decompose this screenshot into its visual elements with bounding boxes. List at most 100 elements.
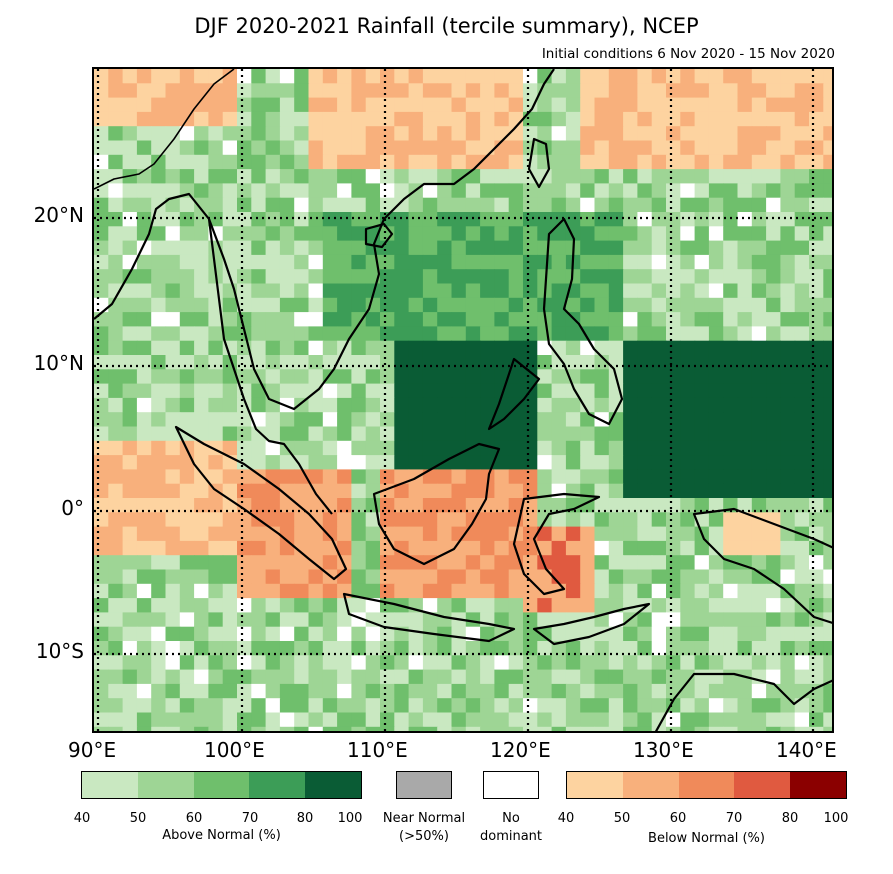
tercile-cell [623,326,638,342]
tercile-cell [194,712,209,728]
tercile-cell [279,641,295,656]
tercile-cell [523,483,538,499]
tercile-cell [351,526,367,542]
tercile-cell [494,569,510,585]
tercile-cell [508,612,524,628]
tercile-cell [437,340,453,356]
tercile-cell [680,197,696,213]
tercile-cell [823,626,832,642]
tercile-cell [437,326,453,342]
tercile-cell [508,641,524,656]
tercile-cell [122,240,138,256]
tercile-cell [122,555,138,571]
tercile-cell [208,254,224,270]
tercile-cell [608,698,624,714]
tercile-cell [94,140,109,156]
tercile-cell [122,455,138,470]
tercile-cell [651,526,667,542]
tercile-cell [151,283,167,299]
tercile-cell [651,254,667,270]
tercile-cell [251,555,267,571]
lon-label-120e: 120°E [490,738,551,762]
tercile-cell [408,455,424,470]
tercile-cell [580,397,596,413]
tercile-cell [580,469,596,485]
tercile-cell [351,683,367,699]
tercile-cell [751,254,767,270]
tercile-cell [194,312,209,327]
tercile-cell [809,183,824,199]
tercile-cell [723,111,739,127]
tercile-cell [580,254,596,270]
tercile-cell [666,498,681,513]
tercile-cell [508,126,524,142]
tercile-cell [108,483,124,499]
tercile-cell [108,440,124,456]
tercile-cell [380,69,395,84]
tercile-cell [151,526,167,542]
tercile-cell [351,712,367,728]
tercile-cell [308,69,324,84]
tercile-cell [751,712,767,728]
tercile-cell [337,383,352,399]
tercile-cell [122,111,138,127]
tercile-cell [680,512,696,528]
tercile-cell [265,526,281,542]
tercile-cell [251,426,267,442]
tercile-cell [637,612,653,628]
tercile-cell [537,340,553,356]
tercile-cell [608,240,624,256]
tercile-cell [751,297,767,313]
tercile-cell [94,655,109,671]
tercile-cell [122,197,138,213]
tercile-cell [136,69,152,84]
tercile-cell [194,355,209,370]
tercile-cell [365,83,381,99]
tercile-cell [322,612,338,628]
tercile-cell [394,426,410,442]
tercile-cell [294,440,310,456]
tercile-cell [737,626,753,642]
tercile-cell [322,283,338,299]
tercile-cell [623,412,638,428]
tercile-cell [122,83,138,99]
tercile-cell [322,69,338,84]
tercile-cell [494,326,510,342]
tercile-cell [580,183,596,199]
tercile-cell [179,140,195,156]
tercile-cell [380,383,395,399]
tercile-cell [680,655,696,671]
tercile-cell [809,469,824,485]
tercile-cell [737,512,753,528]
tercile-cell [337,69,352,84]
tercile-cell [608,254,624,270]
tercile-cell [451,455,467,470]
tercile-cell [794,169,810,184]
tercile-cell [723,97,739,113]
tercile-cell [623,297,638,313]
tercile-cell [208,183,224,199]
tercile-cell [737,111,753,127]
tercile-cell [365,212,381,227]
tercile-cell [251,483,267,499]
tercile-cell [136,726,152,731]
tercile-cell [222,97,238,113]
tercile-cell [523,269,538,285]
tercile-cell [408,397,424,413]
tercile-cell [322,226,338,242]
tercile-cell [279,240,295,256]
tercile-cell [608,483,624,499]
tercile-cell [179,297,195,313]
tercile-cell [694,426,710,442]
tercile-cell [680,412,696,428]
tercile-cell [365,69,381,84]
tercile-cell [408,683,424,699]
tercile-cell [165,154,181,170]
tercile-cell [351,641,367,656]
tercile-cell [651,111,667,127]
tercile-cell [136,283,152,299]
tercile-cell [394,655,410,671]
tercile-cell [480,240,495,256]
tercile-cell [408,154,424,170]
tercile-cell [422,655,438,671]
